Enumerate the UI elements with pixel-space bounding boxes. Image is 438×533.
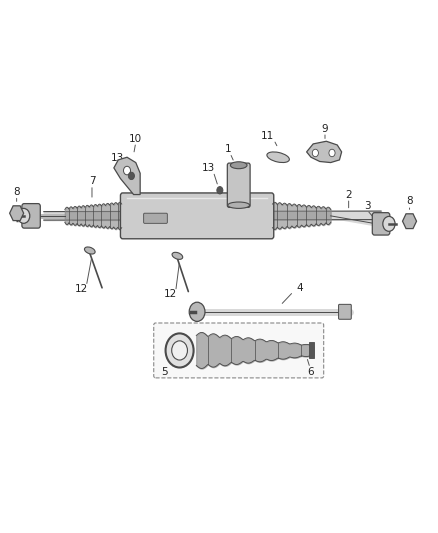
- FancyBboxPatch shape: [154, 323, 324, 378]
- Text: 11: 11: [261, 131, 274, 141]
- Text: 8: 8: [406, 197, 413, 206]
- FancyBboxPatch shape: [372, 213, 390, 235]
- Text: 13: 13: [201, 163, 215, 173]
- Circle shape: [166, 334, 194, 368]
- Text: 2: 2: [345, 190, 352, 199]
- Ellipse shape: [172, 252, 183, 260]
- Text: 6: 6: [307, 367, 314, 377]
- Text: 5: 5: [161, 367, 168, 377]
- Circle shape: [217, 187, 223, 194]
- Circle shape: [312, 149, 318, 157]
- FancyBboxPatch shape: [339, 304, 351, 319]
- Ellipse shape: [230, 162, 247, 168]
- FancyBboxPatch shape: [144, 213, 167, 223]
- Text: 1: 1: [224, 144, 231, 154]
- Polygon shape: [307, 141, 342, 163]
- FancyBboxPatch shape: [120, 193, 274, 239]
- Text: 4: 4: [297, 283, 304, 293]
- Circle shape: [128, 172, 134, 180]
- Ellipse shape: [85, 247, 95, 254]
- Text: 12: 12: [164, 289, 177, 299]
- Bar: [309, 343, 314, 359]
- Text: 7: 7: [88, 176, 95, 186]
- FancyBboxPatch shape: [227, 163, 250, 207]
- Circle shape: [329, 149, 335, 157]
- FancyBboxPatch shape: [22, 204, 40, 228]
- Text: 3: 3: [364, 201, 371, 211]
- Ellipse shape: [228, 202, 250, 208]
- Circle shape: [18, 208, 30, 223]
- Circle shape: [189, 302, 205, 321]
- Text: 13: 13: [111, 154, 124, 163]
- Polygon shape: [114, 157, 140, 195]
- Circle shape: [124, 166, 131, 175]
- Ellipse shape: [267, 152, 290, 163]
- Text: 8: 8: [13, 187, 20, 197]
- Text: 10: 10: [129, 134, 142, 143]
- Text: 9: 9: [321, 124, 328, 134]
- Circle shape: [383, 216, 395, 231]
- Text: 12: 12: [74, 284, 88, 294]
- Circle shape: [172, 341, 187, 360]
